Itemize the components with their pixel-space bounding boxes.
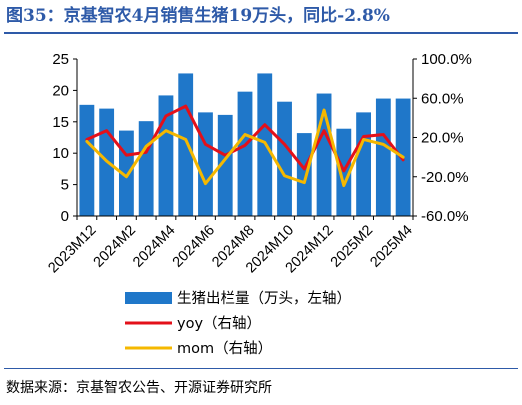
bar xyxy=(79,104,95,216)
left-tick-label: 0 xyxy=(61,208,69,225)
source-note: 数据来源：京基智农公告、开源证券研究所 xyxy=(6,380,272,396)
right-tick-label: 100.0% xyxy=(421,51,472,68)
bar xyxy=(375,98,391,216)
x-tick-label: 2024M4 xyxy=(130,222,178,270)
x-tick-label: 2024M6 xyxy=(170,222,218,270)
legend-label: mom（右轴） xyxy=(177,340,272,357)
x-tick-label: 2023M12 xyxy=(45,222,99,276)
chart-title: 图35：京基智农4月销售生猪19万头，同比-2.8% xyxy=(6,6,390,26)
left-tick-label: 10 xyxy=(52,145,69,162)
series-line xyxy=(85,104,405,173)
bar xyxy=(178,73,194,216)
left-tick-label: 25 xyxy=(52,51,69,68)
legend-label: 生猪出栏量（万头，左轴） xyxy=(177,290,351,307)
bar xyxy=(277,101,292,216)
series-line xyxy=(85,108,405,188)
left-tick-label: 15 xyxy=(52,114,69,131)
left-tick-label: 20 xyxy=(52,82,69,99)
legend: 生猪出栏量（万头，左轴） yoy（右轴） mom（右轴） xyxy=(125,290,351,357)
right-tick-label: -20.0% xyxy=(421,169,469,186)
bar xyxy=(237,91,253,216)
line-series xyxy=(85,104,405,188)
source-divider xyxy=(4,368,518,369)
bar xyxy=(356,112,371,216)
right-tick-label: -60.0% xyxy=(421,208,469,225)
legend-label: yoy（右轴） xyxy=(177,315,261,332)
x-tick-label: 2025M2 xyxy=(328,222,376,270)
bar xyxy=(198,112,213,216)
left-tick-label: 5 xyxy=(61,177,69,194)
bar xyxy=(138,121,154,216)
right-tick-label: 60.0% xyxy=(421,90,464,107)
right-tick-label: 20.0% xyxy=(421,130,464,147)
bar xyxy=(217,114,233,216)
chart-canvas: 0 5 10 15 20 25 -60.0% -20.0% 20.0% 60.0% 100.0% 20… xyxy=(45,51,472,357)
x-tick-label: 2025M4 xyxy=(367,222,415,270)
legend-swatch xyxy=(125,292,172,304)
bar xyxy=(296,133,312,216)
x-tick-label: 2024M2 xyxy=(91,222,139,270)
title-divider xyxy=(4,32,518,34)
